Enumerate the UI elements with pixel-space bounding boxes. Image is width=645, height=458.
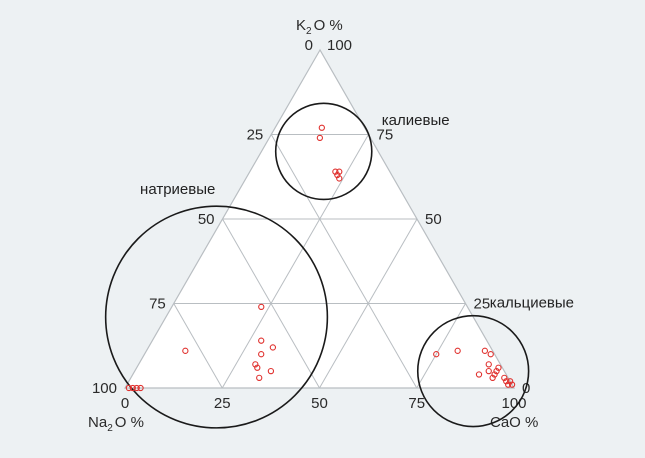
data-point	[133, 384, 140, 392]
data-point	[334, 171, 341, 179]
data-point	[137, 384, 144, 392]
tick-label-right: 75	[377, 127, 394, 144]
data-point	[258, 351, 265, 358]
data-point	[252, 361, 259, 368]
data-point	[129, 384, 136, 392]
tick-label-bottom: 25	[214, 395, 231, 412]
data-point	[503, 378, 510, 385]
tick-label-bottom: 0	[121, 395, 129, 412]
data-point	[454, 347, 461, 354]
axis-label-left: Na2 O %	[88, 414, 144, 434]
tick-label-bottom: 75	[408, 395, 425, 412]
data-point	[501, 374, 508, 382]
data-point	[256, 374, 263, 382]
group-circle	[274, 102, 373, 201]
data-point	[254, 364, 261, 371]
data-point	[508, 381, 516, 388]
data-point	[506, 378, 514, 385]
tick-label-left: 100	[92, 380, 117, 397]
data-point	[125, 384, 133, 392]
tick-label-left: 25	[247, 127, 264, 144]
data-point	[318, 124, 325, 131]
tick-label-right: 25	[474, 296, 491, 313]
data-point	[316, 134, 324, 142]
data-point	[489, 374, 496, 382]
grid-line-na2o	[270, 134, 418, 389]
tick-label-left: 75	[149, 296, 166, 313]
tick-label-left: 50	[198, 211, 215, 228]
data-point	[485, 361, 492, 368]
group-circle	[416, 314, 530, 428]
data-point	[475, 371, 483, 378]
grid-line-cao	[221, 134, 369, 389]
tick-label-bottom: 50	[311, 395, 328, 412]
axis-label-right: CaO %	[490, 414, 538, 431]
group-label: кальциевые	[490, 295, 574, 312]
data-point	[491, 371, 498, 378]
group-circle	[104, 205, 329, 429]
data-point	[258, 337, 265, 344]
data-point	[505, 381, 512, 388]
data-point	[485, 367, 492, 375]
data-point	[336, 168, 343, 175]
axis-label-top: K2 O %	[296, 17, 343, 37]
grid-line-cao	[319, 218, 418, 389]
data-point	[493, 367, 500, 375]
data-point	[487, 351, 494, 358]
data-point	[258, 303, 265, 311]
grid-line-na2o	[222, 218, 320, 389]
triangle-outline	[123, 48, 516, 389]
data-point	[269, 344, 277, 351]
group-label: калиевые	[382, 112, 450, 129]
data-point	[495, 364, 502, 371]
data-point	[182, 347, 189, 354]
data-point	[267, 367, 275, 375]
data-point	[481, 347, 489, 354]
data-point	[433, 351, 440, 358]
tick-label-right: 50	[425, 211, 442, 228]
group-label: натриевые	[140, 181, 215, 198]
data-point	[336, 175, 343, 182]
data-point	[332, 168, 339, 175]
tick-label-top-100: 100	[327, 37, 352, 54]
tick-label-top-0: 0	[305, 37, 313, 54]
grid-line-na2o	[173, 303, 223, 389]
